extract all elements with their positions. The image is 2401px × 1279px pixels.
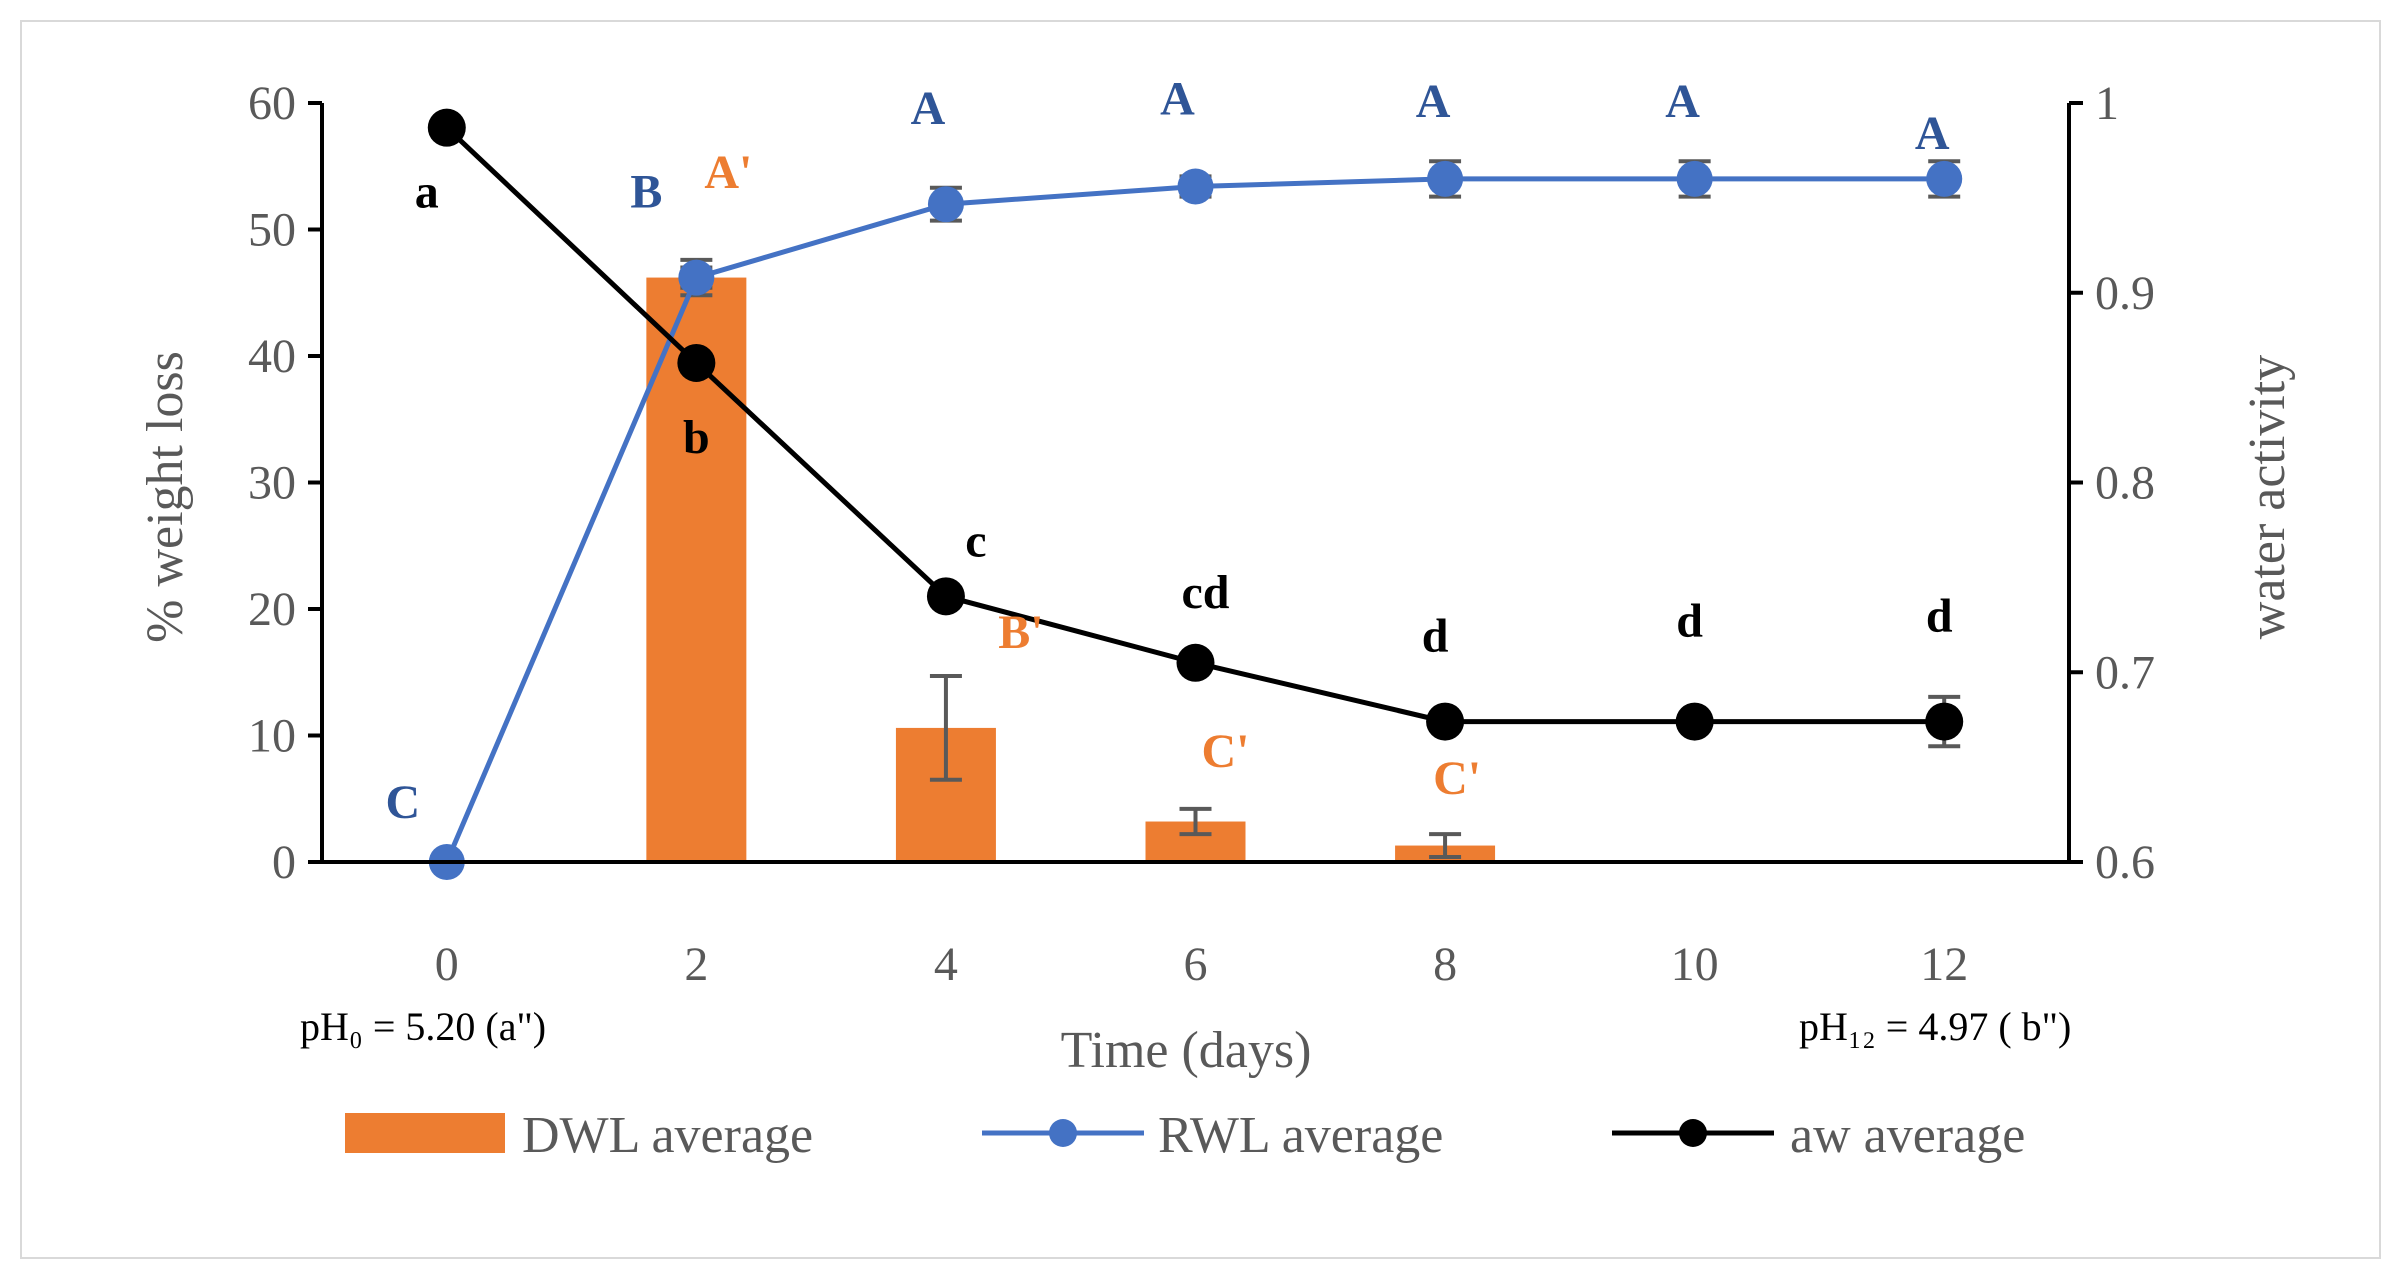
y-right-tick-label: 0.7	[2095, 646, 2155, 699]
aw-point	[1675, 702, 1714, 741]
dwl-error-bar	[1179, 806, 1212, 837]
legend-label-dwl: DWL average	[522, 1107, 813, 1164]
rwl-point-label: A	[1915, 107, 1950, 160]
rwl-series-group	[428, 159, 1963, 880]
dwl-error-bar	[929, 674, 962, 782]
aw-point	[1925, 702, 1964, 741]
aw-point	[677, 343, 716, 382]
y-left-tick-label: 0	[272, 836, 296, 889]
dwl-error-bar	[1429, 832, 1462, 859]
x-tick-label: 6	[1184, 938, 1208, 991]
rwl-point	[1676, 160, 1713, 197]
rwl-point-label: C	[385, 776, 420, 829]
legend-marker-rwl	[1049, 1119, 1077, 1147]
y-left-tick-label: 30	[248, 457, 296, 510]
y-right-tick-label: 1	[2095, 77, 2119, 130]
axes-group	[320, 103, 2071, 864]
aw-point-label: a	[415, 166, 439, 219]
chart-frame: 0 10 20 30 40 50 60 0.6 0.7 0.8 0.9 1 0 2 4 6 8 10 12 A' B'…	[20, 20, 2381, 1259]
rwl-point-label: A	[1665, 75, 1700, 128]
rwl-point	[1926, 160, 1963, 197]
aw-point	[1426, 702, 1465, 741]
dwl-error-bars-group	[680, 257, 1462, 859]
rwl-point-label: A	[911, 82, 946, 135]
legend-swatch-dwl	[345, 1113, 505, 1153]
aw-point-label: d	[1676, 595, 1703, 648]
x-tick-label: 4	[934, 938, 958, 991]
point-labels-group: A' B' C' C' C B A A A A Aa b c cd d d d	[385, 72, 1952, 829]
aw-point-label: c	[965, 514, 986, 567]
y-left-tick-label: 50	[248, 204, 296, 257]
aw-point	[926, 577, 965, 616]
rwl-point	[1177, 168, 1214, 205]
dwl-point-label: C'	[1202, 725, 1250, 778]
aw-point	[1176, 643, 1215, 682]
rwl-point-label: B	[630, 166, 662, 219]
y-right-tick-label: 0.8	[2095, 457, 2155, 510]
x-tick-label: 0	[435, 938, 459, 991]
ph-end-annotation: pH₁₂ = 4.97 ( b")	[1799, 1004, 2071, 1049]
rwl-point	[927, 186, 964, 223]
aw-point-label: b	[683, 411, 710, 464]
aw-series-group	[427, 108, 1964, 749]
legend: DWL average RWL average aw average	[345, 1107, 2025, 1164]
x-tick-label: 2	[684, 938, 708, 991]
legend-label-rwl: RWL average	[1158, 1107, 1443, 1164]
y-right-tick-label: 0.6	[2095, 836, 2155, 889]
rwl-point	[1427, 160, 1464, 197]
y-axis-right-title: water activity	[2239, 355, 2296, 639]
aw-point	[427, 108, 466, 147]
ph-start-annotation: pH₀ = 5.20 (a")	[300, 1004, 546, 1049]
legend-marker-aw	[1679, 1119, 1707, 1147]
x-tick-label: 8	[1433, 938, 1457, 991]
x-tick-label: 10	[1671, 938, 1719, 991]
aw-point-label: d	[1926, 590, 1953, 643]
y-axis-left-title: % weight loss	[137, 351, 194, 643]
y-left-tick-label: 20	[248, 583, 296, 636]
x-axis-title: Time (days)	[1061, 1022, 1312, 1079]
x-tick-label: 12	[1920, 938, 1968, 991]
dwl-point-label: B'	[998, 606, 1043, 659]
rwl-point	[678, 259, 715, 296]
legend-label-aw: aw average	[1790, 1107, 2025, 1164]
y-left-tick-label: 60	[248, 77, 296, 130]
y-right-tick-label: 0.9	[2095, 267, 2155, 320]
rwl-point-label: A	[1416, 75, 1451, 128]
aw-point-label: d	[1422, 610, 1449, 663]
dwl-point-label: C'	[1433, 752, 1481, 805]
aw-point-label: cd	[1182, 566, 1230, 619]
dwl-point-label: A'	[704, 146, 752, 199]
rwl-point-label: A	[1160, 72, 1195, 125]
y-left-tick-label: 10	[248, 710, 296, 763]
y-left-tick-label: 40	[248, 330, 296, 383]
